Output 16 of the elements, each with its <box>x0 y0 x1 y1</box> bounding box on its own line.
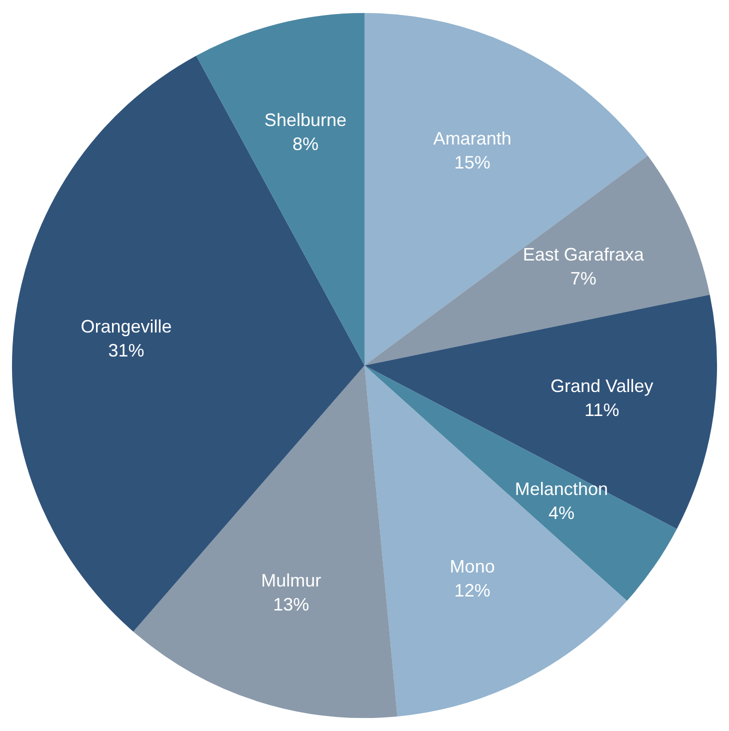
slice-label: Melancthon <box>514 479 608 500</box>
data-label: 4% <box>548 503 574 524</box>
slice-label: East Garafraxa <box>522 244 645 265</box>
data-label: 13% <box>273 594 310 615</box>
data-label: 15% <box>454 152 490 172</box>
data-label: 8% <box>292 134 318 154</box>
slice-label: Mulmur <box>261 570 322 591</box>
data-label: 7% <box>570 268 596 289</box>
slice-label: Shelburne <box>264 110 347 130</box>
slice-label: Orangeville <box>80 316 172 336</box>
data-label: 12% <box>454 580 490 601</box>
data-label: 11% <box>584 400 620 420</box>
slice-label: Grand Valley <box>550 376 654 396</box>
data-label: 31% <box>108 340 144 360</box>
slice-label: Amaranth <box>433 128 512 148</box>
slice-label: Mono <box>450 556 495 577</box>
